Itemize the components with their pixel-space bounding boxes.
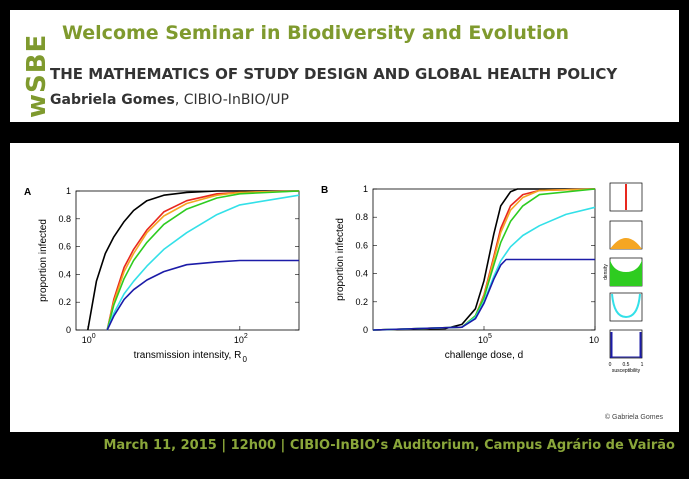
x-tick-label: 10	[234, 335, 244, 345]
speaker-name: Gabriela Gomes	[50, 92, 175, 108]
y-tick-label: 0.4	[355, 269, 368, 279]
series-line-black	[87, 190, 299, 331]
panel-label: B	[321, 185, 328, 196]
seminar-title: Welcome Seminar in Biodiversity and Evol…	[62, 22, 570, 44]
x-tick-label: 10	[589, 335, 599, 345]
event-details: March 11, 2015 | 12h00 | CIBIO-InBIO’s A…	[103, 438, 675, 453]
talk-title: THE MATHEMATICS OF STUDY DESIGN AND GLOB…	[50, 65, 618, 83]
series-line-blue	[106, 259, 299, 331]
legend-icon-frame	[609, 329, 643, 359]
panel-label: A	[24, 187, 31, 198]
series-line-blue	[372, 258, 595, 331]
series-line-black	[372, 188, 595, 331]
x-tick-label: 10	[478, 335, 488, 345]
y-tick-label: 0.8	[58, 214, 71, 224]
series-line-cyan	[106, 194, 300, 331]
y-tick-label: 0	[66, 325, 71, 335]
x-axis-label: challenge dose, d	[445, 350, 523, 361]
speaker-affiliation: , CIBIO-InBIO/UP	[174, 92, 289, 108]
logo-text: wSBE	[22, 33, 52, 118]
y-tick-label: 0	[363, 325, 368, 335]
seminar-header: wSBE Welcome Seminar in Biodiversity and…	[10, 10, 679, 122]
legend-axis-tick-label: 1	[641, 362, 644, 368]
footer-bar: March 11, 2015 | 12h00 | CIBIO-InBIO’s A…	[0, 434, 689, 460]
y-tick-label: 0.2	[355, 297, 368, 307]
speaker-line: Gabriela Gomes, CIBIO-InBIO/UP	[50, 92, 289, 108]
x-axis-label: transmission intensity, R	[134, 350, 242, 361]
figure-panel: A 0 0.2 0.4 0.6 0.8 1 10 0 10 2 transmission intens…	[10, 143, 679, 432]
wsbe-logo: wSBE	[22, 18, 52, 118]
legend-icon-orange-hump	[610, 238, 642, 249]
y-tick-label: 0.4	[58, 269, 71, 279]
x-tick-exponent: 0	[92, 333, 96, 340]
legend-axis-tick-label: 0	[609, 362, 612, 368]
x-tick-exponent: 2	[244, 333, 248, 340]
y-tick-label: 0.2	[58, 297, 71, 307]
y-tick-label: 0.6	[58, 242, 71, 252]
y-axis-label: proportion infected	[335, 218, 346, 301]
x-tick-exponent: 5	[488, 333, 492, 340]
y-tick-label: 0.6	[355, 240, 368, 250]
x-tick-label: 10	[82, 335, 92, 345]
legend-xlabel: susceptibility	[612, 368, 641, 374]
legend-icon-cyan-u	[611, 293, 641, 319]
series-line-green	[106, 190, 300, 331]
series-line-orange	[106, 190, 300, 331]
x-axis-label-subscript: 0	[243, 355, 248, 364]
y-tick-label: 1	[66, 186, 71, 196]
copyright-note: © Gabriela Gomes	[604, 414, 663, 421]
y-axis-label: proportion infected	[38, 219, 49, 302]
y-tick-label: 1	[363, 184, 368, 194]
legend-axis-tick-label: 0.5	[623, 362, 630, 368]
legend-icon-green-u	[610, 260, 642, 286]
y-tick-label: 0.8	[355, 212, 368, 222]
legend-ylabel: density	[603, 264, 609, 280]
